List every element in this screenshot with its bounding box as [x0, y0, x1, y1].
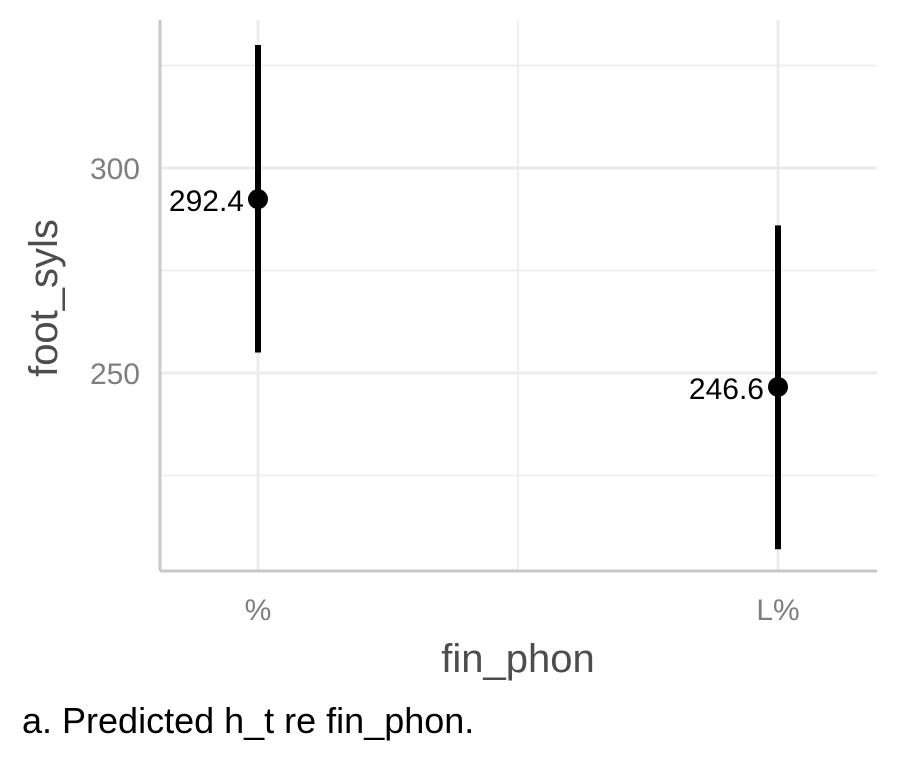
y-tick-label: 250	[90, 358, 140, 391]
axes	[158, 20, 877, 573]
grid	[160, 20, 877, 571]
x-tick-labels: % L%	[245, 594, 800, 627]
x-tick-label: L%	[756, 594, 799, 627]
figure-caption: a. Predicted h_t re fin_phon.	[22, 700, 475, 741]
data-point	[248, 189, 268, 210]
chart: 250 300 % L% 292.4 246.6 fin_phon foot_syls	[22, 20, 877, 681]
data-label: 292.4	[169, 185, 244, 218]
x-axis-title: fin_phon	[441, 637, 594, 681]
y-axis-title: foot_syls	[22, 219, 66, 377]
data-label: 246.6	[689, 373, 764, 406]
data-point	[768, 376, 788, 397]
data-marks: 292.4 246.6	[169, 45, 788, 550]
y-tick-labels: 250 300	[90, 153, 140, 391]
y-tick-label: 300	[90, 153, 140, 186]
x-tick-label: %	[245, 594, 272, 627]
